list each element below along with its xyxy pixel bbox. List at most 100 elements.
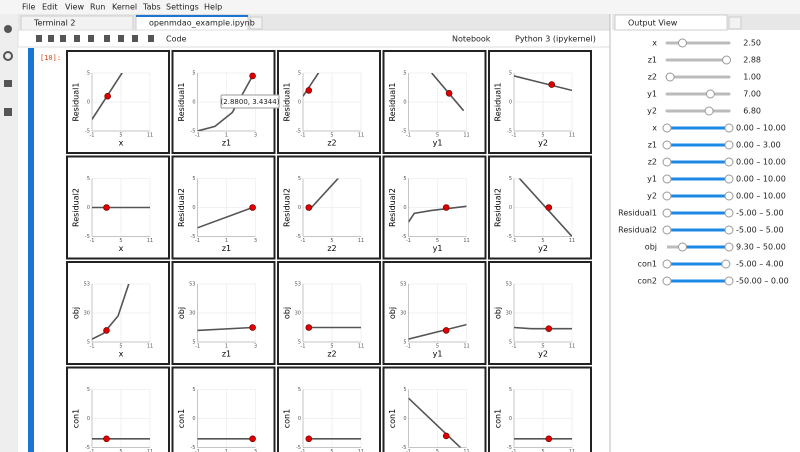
range-handle[interactable] [724,174,734,184]
y-tick-label: 0 [192,100,195,106]
running-icon[interactable] [3,51,13,61]
y-axis-label: Residual1 [388,83,397,122]
point[interactable] [545,325,553,332]
range-label: y1 [647,175,657,184]
toolbar-button[interactable] [118,35,124,42]
point[interactable] [249,72,256,80]
files-icon[interactable] [4,25,12,33]
point[interactable] [545,435,553,443]
toc-icon[interactable] [4,80,12,87]
y-axis-label: obj [494,307,503,319]
point[interactable] [545,204,553,211]
range-handle[interactable] [662,123,672,133]
point[interactable] [442,432,450,440]
cell-type[interactable]: Code [166,35,187,44]
range-handle[interactable] [724,276,734,286]
new-tab[interactable] [249,16,263,30]
toolbar-button[interactable] [132,35,138,42]
point[interactable] [104,92,111,100]
x-tick-label: 5 [436,449,439,452]
slider-handle[interactable] [678,38,687,48]
y-tick-label: 53 [295,282,301,288]
menu-item[interactable]: Edit [42,3,58,12]
point[interactable] [103,204,110,211]
kernel[interactable]: Python 3 (ipykernel) [515,35,596,44]
menu-item[interactable]: Tabs [142,3,161,12]
point[interactable] [442,327,450,334]
plot-frame [171,366,276,452]
point[interactable] [548,81,556,88]
extension-icon[interactable] [4,108,12,116]
mode[interactable]: Notebook [452,35,491,44]
slider-handle[interactable] [665,72,675,82]
y-tick-label: 5 [403,387,406,393]
menu-item[interactable]: File [22,3,35,12]
x-axis-label: x [119,244,124,253]
point[interactable] [305,435,313,443]
x-tick-label: 5 [541,133,544,139]
range-handle[interactable] [662,276,672,286]
menu-item[interactable]: Run [90,3,105,12]
range-handle[interactable] [662,191,672,201]
menu-item[interactable]: View [65,3,84,12]
range-handle[interactable] [724,191,734,201]
point[interactable] [305,204,313,211]
y-tick-label: 53 [400,282,406,288]
toolbar-button[interactable] [48,35,54,42]
point[interactable] [103,327,110,334]
range-handle[interactable] [724,225,734,235]
tab-active[interactable] [614,14,728,31]
toolbar-button[interactable] [148,35,154,42]
tooltip [220,94,280,109]
x-tick-label: 11 [147,238,153,244]
tab-label[interactable]: Output View [628,19,678,28]
point[interactable] [249,324,256,331]
y-tick-label: 5 [509,387,512,393]
plot-frame [382,366,487,452]
point[interactable] [442,204,450,211]
range-handle[interactable] [724,123,734,133]
point[interactable] [305,324,313,331]
range-label: x [652,124,657,133]
range-value: -5.00 – 4.00 [736,260,784,269]
slider-handle[interactable] [705,89,715,99]
y-tick-label: 5 [87,176,90,182]
range-handle[interactable] [662,157,672,167]
menu-item[interactable]: Help [204,3,222,12]
new-tab[interactable] [728,16,742,30]
menu-item[interactable]: Settings [166,3,199,12]
range-handle[interactable] [724,157,734,167]
range-handle[interactable] [662,259,672,269]
point[interactable] [103,435,110,443]
range-handle[interactable] [662,174,672,184]
range-handle[interactable] [724,208,734,218]
x-tick-label: 11 [569,133,575,139]
tab-label[interactable]: openmdao_example.ipynb [149,19,255,28]
range-handle[interactable] [724,140,734,150]
point[interactable] [445,90,453,97]
point[interactable] [249,204,256,211]
range-handle[interactable] [662,140,672,150]
tab-label[interactable]: Terminal 2 [33,19,75,28]
y-tick-label: 0 [403,205,406,211]
range-handle[interactable] [662,225,672,235]
range-handle[interactable] [662,208,672,218]
point[interactable] [305,87,313,94]
x-tick-label: 11 [463,133,469,139]
toolbar-button[interactable] [104,35,110,42]
toolbar-button[interactable] [88,35,94,42]
range-handle[interactable] [724,242,734,252]
toolbar-button[interactable] [60,35,66,42]
slider-handle[interactable] [722,55,732,65]
range-handle[interactable] [721,259,731,269]
y-tick-label: 5 [87,340,90,346]
toolbar-button[interactable] [74,35,80,42]
menu-item[interactable]: Kernel [112,3,137,12]
y-tick-label: -5 [402,234,407,240]
x-tick-label: -1 [90,133,95,139]
toolbar-button[interactable] [36,35,42,42]
range-handle[interactable] [678,242,687,252]
point[interactable] [249,435,256,443]
slider-handle[interactable] [704,106,714,116]
